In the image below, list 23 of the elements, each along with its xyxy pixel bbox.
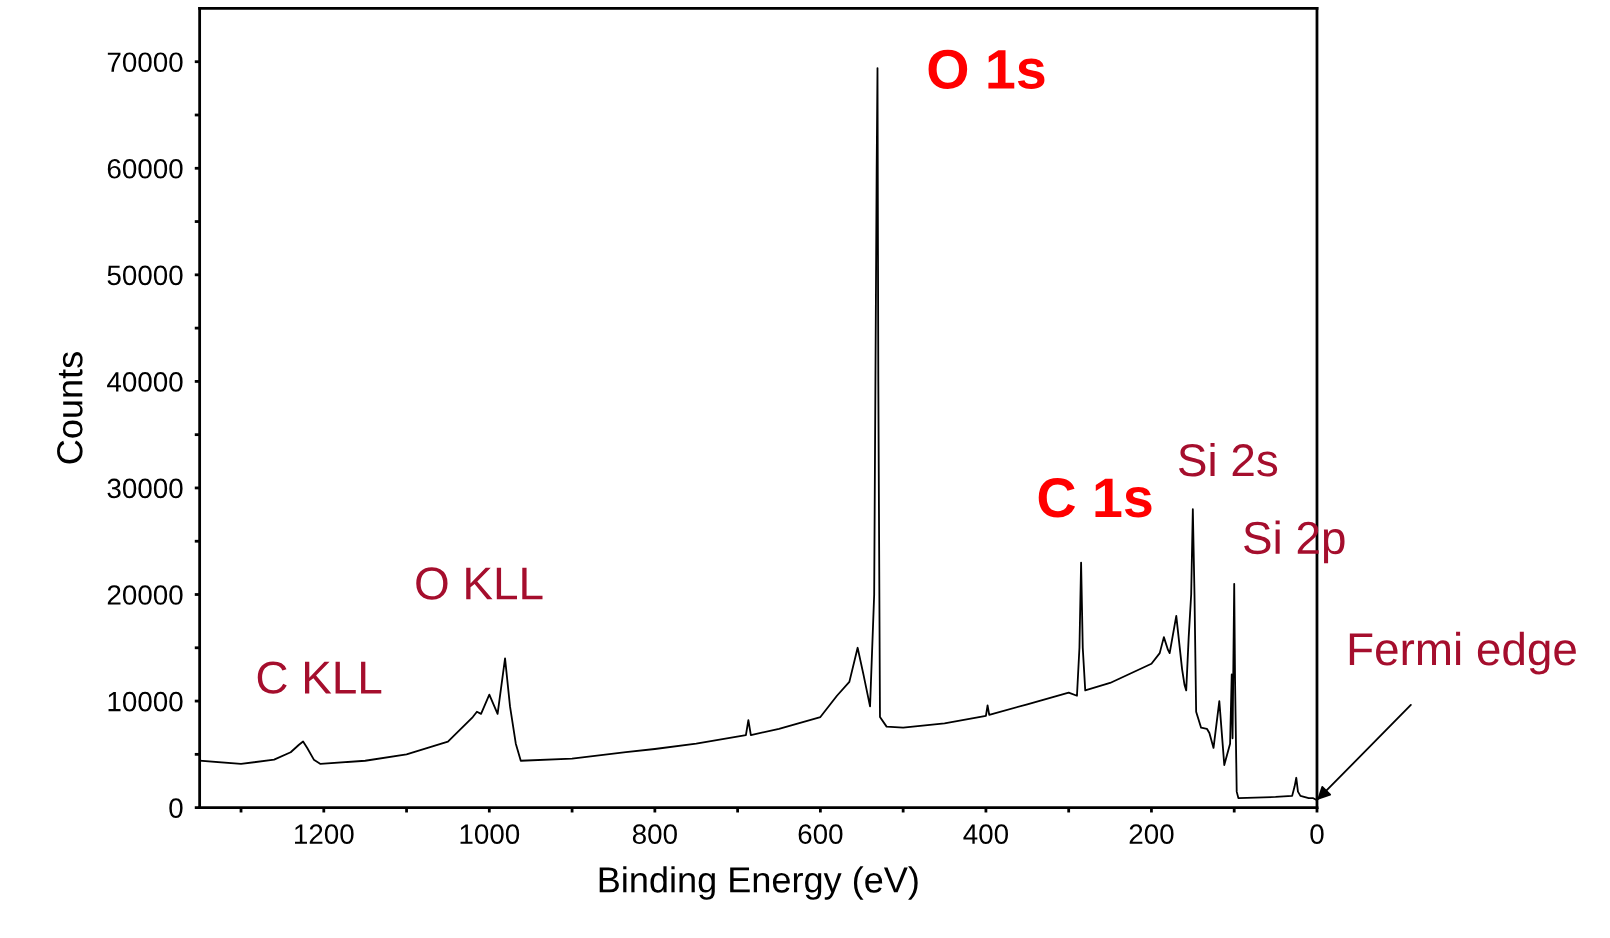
y-tick-label: 30000 bbox=[107, 478, 183, 499]
x-tick-label: 600 bbox=[798, 824, 843, 844]
y-tick-label: 60000 bbox=[107, 158, 183, 179]
annotation: Fermi edge bbox=[1349, 631, 1576, 675]
y-tick-label: 20000 bbox=[107, 585, 183, 605]
y-tick-label: 10000 bbox=[108, 691, 183, 712]
x-tick-label: 0 bbox=[1310, 824, 1324, 844]
annotation: O 1s bbox=[928, 49, 1045, 90]
x-tick-label: 400 bbox=[963, 824, 1009, 844]
annotation: O KLL bbox=[416, 567, 543, 600]
x-tick-label: 1000 bbox=[460, 824, 520, 844]
y-tick-label: 40000 bbox=[107, 372, 183, 392]
y-tick-label: 0 bbox=[169, 798, 183, 818]
y-axis-title: Counts bbox=[57, 352, 83, 464]
x-tick-label: 800 bbox=[632, 824, 677, 844]
annotation: C KLL bbox=[257, 661, 382, 694]
y-tick-label: 50000 bbox=[107, 265, 183, 286]
annotation: C 1s bbox=[1038, 478, 1152, 518]
x-axis-title: Binding Energy (eV) bbox=[599, 866, 918, 900]
x-tick-label: 1200 bbox=[295, 824, 354, 844]
y-tick-label: 70000 bbox=[107, 52, 183, 73]
annotation: Si 2s bbox=[1178, 442, 1278, 477]
x-tick-label: 200 bbox=[1129, 824, 1174, 844]
